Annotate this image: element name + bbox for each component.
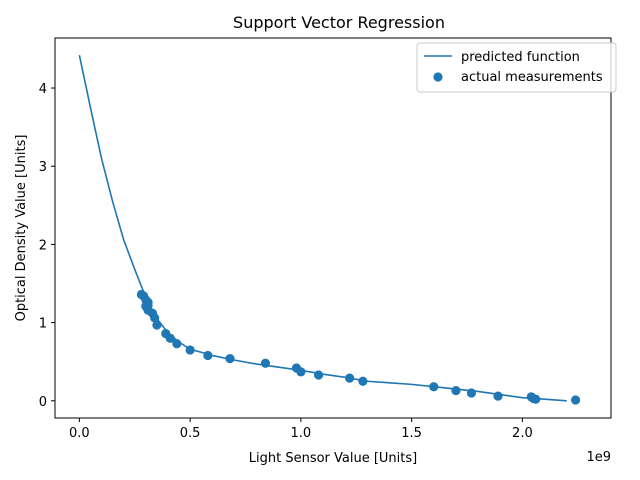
y-tick-label: 3 <box>39 160 47 175</box>
x-tick-label: 2.0 <box>512 426 533 441</box>
x-axis: 0.0 0.5 1.0 1.5 2.0 <box>69 418 533 441</box>
measurement-point <box>296 367 306 377</box>
measurement-point <box>466 388 477 398</box>
y-tick-label: 0 <box>39 395 47 410</box>
measurement-point <box>314 370 324 380</box>
x-tick-label: 1.5 <box>401 426 422 441</box>
predicted-function-line <box>78 55 567 402</box>
legend-label-actual: actual measurements <box>461 70 603 85</box>
measurement-point <box>451 386 461 396</box>
measurement-point <box>570 395 581 405</box>
x-tick-label: 1.0 <box>291 426 312 441</box>
x-tick-label: 0.0 <box>69 426 90 441</box>
measurement-point <box>225 353 235 364</box>
legend: predicted function actual measurements <box>416 42 617 93</box>
x-tick-label: 0.5 <box>180 426 201 441</box>
y-tick-label: 2 <box>39 238 47 253</box>
measurement-point <box>165 333 175 343</box>
x-offset-label: 1e9 <box>586 450 611 465</box>
measurement-point <box>493 391 503 401</box>
y-tick-label: 1 <box>39 317 47 332</box>
legend-box <box>416 42 617 93</box>
chart-title: Support Vector Regression <box>233 13 445 32</box>
measurement-point <box>345 373 355 383</box>
y-tick-label: 4 <box>39 82 47 97</box>
measurement-point <box>185 345 195 355</box>
measurement-point <box>150 313 160 323</box>
measurement-point <box>260 358 271 368</box>
legend-marker-swatch <box>433 72 443 82</box>
y-axis: 0 1 2 3 4 <box>39 82 55 410</box>
measurement-point <box>429 382 439 392</box>
plot-frame <box>54 37 612 419</box>
measurement-point <box>203 350 213 361</box>
measurement-point <box>172 339 182 349</box>
x-axis-label: Light Sensor Value [Units] <box>249 451 417 466</box>
measurement-point <box>531 394 541 404</box>
plot-content <box>78 55 581 405</box>
measurement-point <box>152 320 162 330</box>
legend-label-predicted: predicted function <box>461 50 580 65</box>
y-axis-label: Optical Density Value [Units] <box>14 135 29 322</box>
measurement-point <box>358 376 368 386</box>
